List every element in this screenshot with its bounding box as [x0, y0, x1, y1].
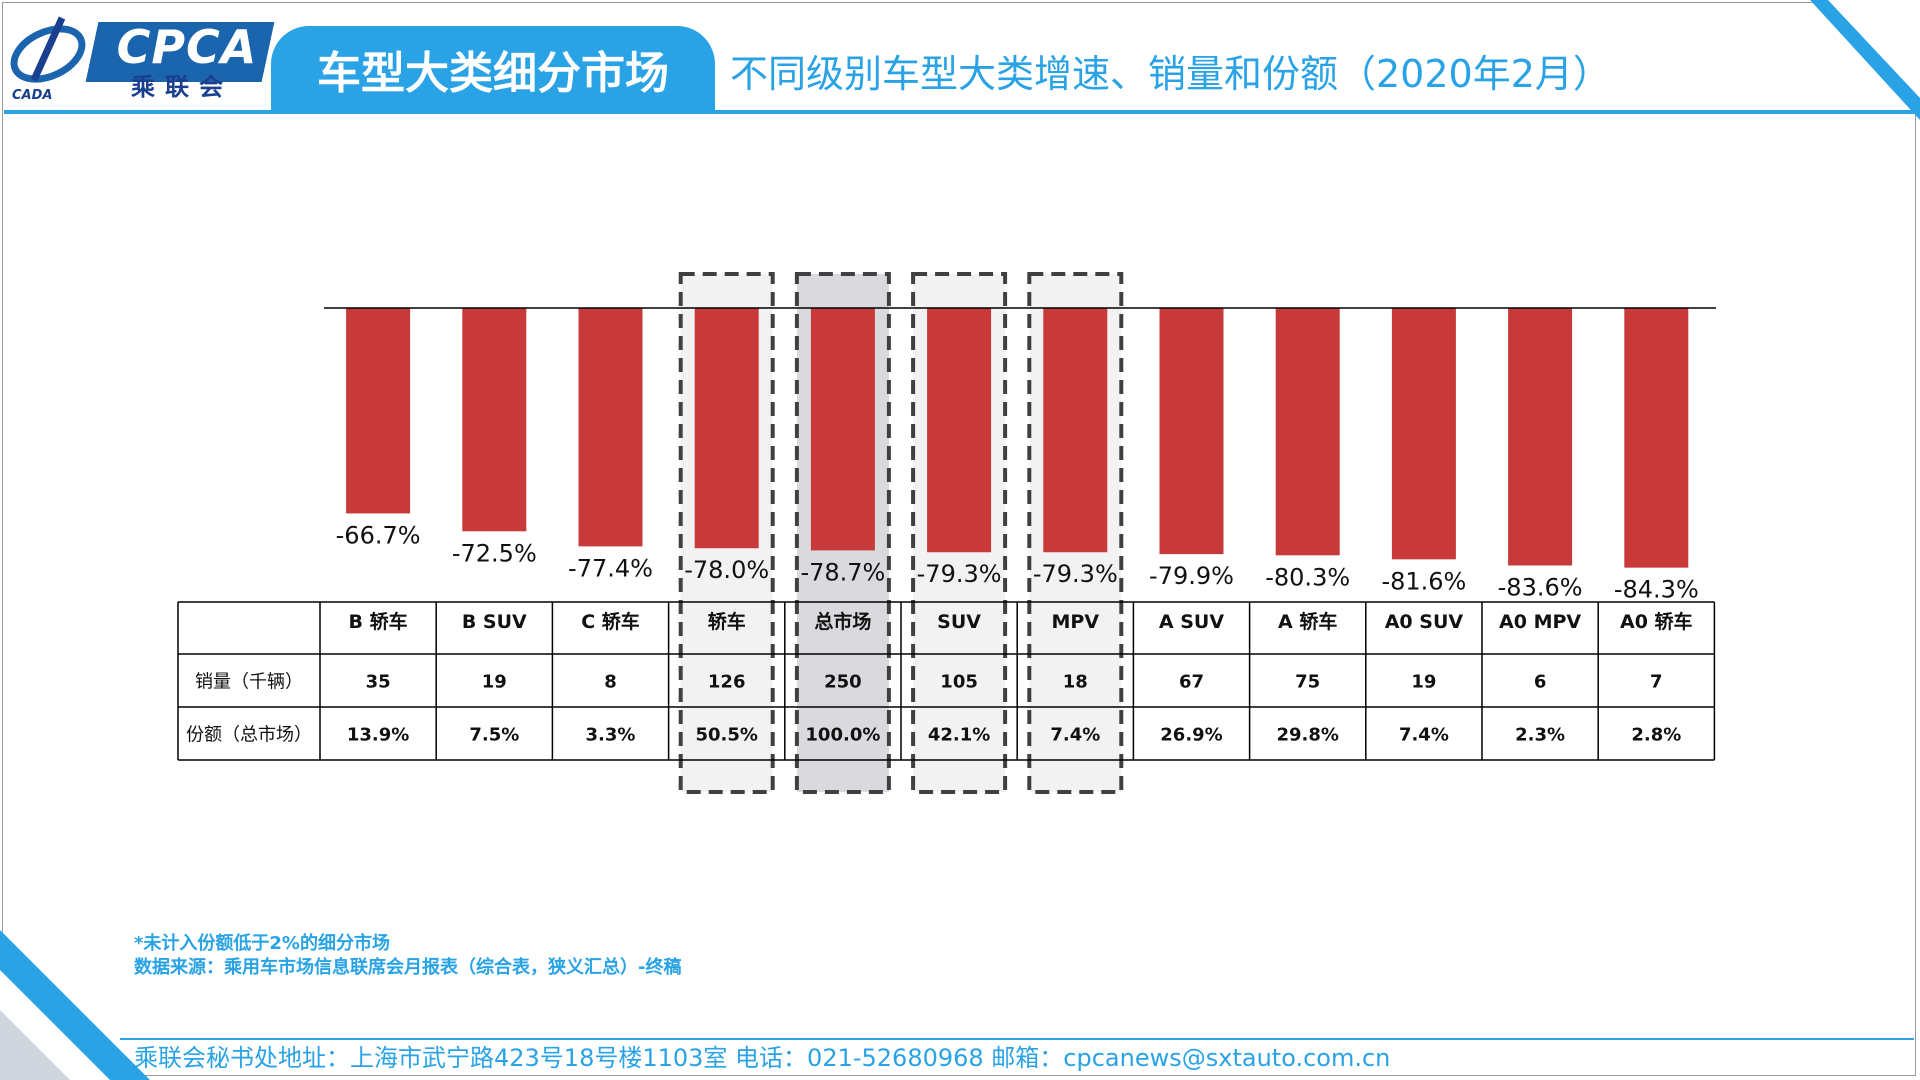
bar-value-label: -81.6% — [1381, 567, 1466, 595]
table-cell: 2.8% — [1631, 725, 1681, 746]
category-tick-label: 总市场 — [814, 610, 871, 633]
bar-value-label: -66.7% — [336, 521, 421, 549]
bar-value-label: -84.3% — [1614, 576, 1699, 604]
table-cell: 7 — [1650, 672, 1663, 693]
category-tick-label: A0 SUV — [1385, 611, 1464, 633]
bar-value-label: -80.3% — [1265, 563, 1350, 591]
table-cell: 8 — [604, 672, 617, 693]
bar — [694, 308, 759, 549]
table-cell: 13.9% — [347, 725, 409, 746]
bar-value-label: -78.0% — [684, 556, 769, 584]
category-tick-label: MPV — [1052, 611, 1100, 633]
category-tick-label: B 轿车 — [349, 610, 408, 633]
logo-cn-text: 乘联会 — [131, 73, 233, 101]
header-divider — [4, 110, 1914, 114]
table-cell: 19 — [482, 672, 507, 693]
table-cell: 7.4% — [1050, 725, 1100, 746]
table-cell: 3.3% — [586, 725, 636, 746]
cpca-logo: CPCA 乘联会 CADA — [4, 10, 275, 103]
bar-value-label: -78.7% — [800, 558, 885, 586]
corner-decoration-top-right-inner — [1828, 0, 1920, 98]
page-title: 车型大类细分市场 — [317, 48, 669, 99]
table-cell: 2.3% — [1515, 725, 1565, 746]
logo-swirl-icon — [10, 16, 86, 83]
footnote-share: *未计入份额低于2%的细分市场 — [134, 933, 390, 954]
bar — [1624, 308, 1689, 568]
table-row-label: 销量（千辆） — [195, 672, 303, 693]
table-cell: 42.1% — [928, 725, 990, 746]
bar-value-label: -83.6% — [1498, 573, 1583, 601]
footer-divider — [120, 1038, 1914, 1040]
table-cell: 6 — [1534, 672, 1547, 693]
table-cell: 7.4% — [1399, 725, 1449, 746]
table-cell: 35 — [366, 672, 391, 693]
table-cell: 29.8% — [1276, 725, 1338, 746]
category-tick-label: B SUV — [462, 611, 527, 633]
bar — [810, 308, 875, 551]
category-tick-label: A0 轿车 — [1620, 610, 1693, 633]
page-subtitle: 不同级别车型大类增速、销量和份额（2020年2月） — [730, 52, 1611, 96]
table-cell: 105 — [940, 672, 978, 693]
table-cell: 18 — [1063, 672, 1088, 693]
category-tick-label: 轿车 — [708, 610, 746, 633]
footnote-source: 数据来源：乘用车市场信息联席会月报表（综合表，狭义汇总）-终稿 — [134, 957, 682, 978]
bar-value-label: -72.5% — [452, 539, 537, 567]
table-cell: 50.5% — [695, 725, 757, 746]
corner-decoration-bottom-left-grey — [0, 1010, 70, 1080]
bar — [1159, 308, 1224, 555]
table-cell: 126 — [708, 672, 746, 693]
title-tab — [271, 26, 715, 114]
table-cell: 19 — [1411, 672, 1436, 693]
bar — [462, 308, 527, 532]
bar-value-label: -79.3% — [917, 560, 1002, 588]
bar — [1275, 308, 1340, 556]
category-tick-label: A 轿车 — [1278, 610, 1337, 633]
category-tick-label: C 轿车 — [581, 610, 640, 633]
category-tick-label: A0 MPV — [1499, 611, 1581, 633]
bar — [578, 308, 643, 547]
table-cell: 7.5% — [469, 725, 519, 746]
bar — [346, 308, 411, 514]
logo-sub-text: CADA — [12, 88, 53, 103]
table-row-label: 份额（总市场） — [186, 725, 312, 746]
table-cell: 67 — [1179, 672, 1204, 693]
table-cell: 250 — [824, 672, 862, 693]
bar-value-label: -79.9% — [1149, 562, 1234, 590]
logo-cpca-text: CPCA — [116, 20, 258, 74]
table-cell: 26.9% — [1160, 725, 1222, 746]
category-tick-label: A SUV — [1159, 611, 1224, 633]
bar — [1508, 308, 1573, 566]
footer-contact: 乘联会秘书处地址：上海市武宁路423号18号楼1103室 电话：021-5268… — [134, 1044, 1391, 1072]
bar-value-label: -77.4% — [568, 554, 653, 582]
bar — [927, 308, 992, 553]
table-cell: 100.0% — [805, 725, 880, 746]
category-tick-label: SUV — [937, 611, 981, 633]
bar — [1391, 308, 1456, 560]
bar — [1043, 308, 1108, 553]
bar-value-label: -79.3% — [1033, 560, 1118, 588]
table-cell: 75 — [1295, 672, 1320, 693]
